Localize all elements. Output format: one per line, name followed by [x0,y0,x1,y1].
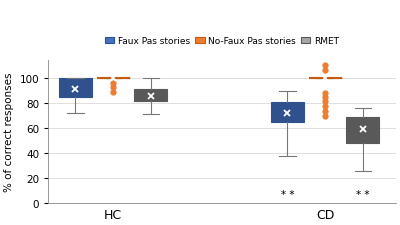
Text: * *: * * [281,189,294,199]
Y-axis label: % of correct responses: % of correct responses [4,72,14,191]
PathPatch shape [271,103,304,122]
Legend: Faux Pas stories, No-Faux Pas stories, RMET: Faux Pas stories, No-Faux Pas stories, R… [102,33,342,50]
PathPatch shape [59,79,92,97]
PathPatch shape [134,90,167,101]
Text: * *: * * [356,189,370,199]
PathPatch shape [346,117,379,144]
